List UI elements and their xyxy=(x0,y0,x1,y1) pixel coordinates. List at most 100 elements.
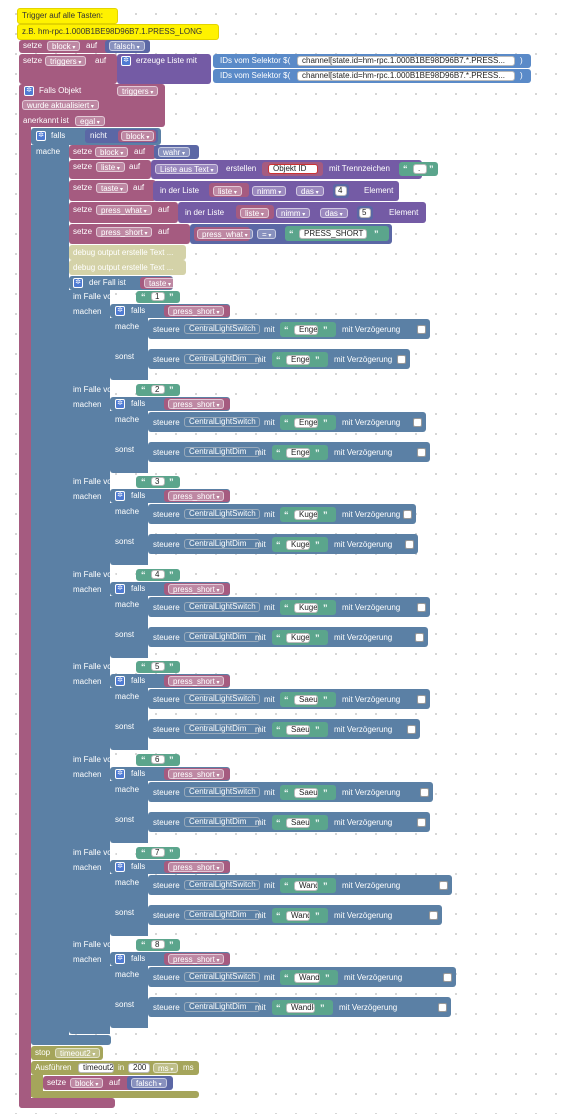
das-dropdown[interactable]: das xyxy=(296,186,324,196)
checkbox-icon[interactable] xyxy=(417,695,426,704)
gear-icon[interactable]: ✲ xyxy=(115,306,125,316)
index-field[interactable]: 4 xyxy=(335,186,347,196)
var-press-short-dropdown[interactable]: press_short xyxy=(168,676,225,686)
device-field[interactable]: CentralLightDim xyxy=(184,447,260,457)
selector-input-1[interactable]: channel[state.id=hm-rpc.1.000B1BE98D96B7… xyxy=(297,56,515,66)
command-text-field[interactable]: Wandleuchte.Up xyxy=(286,911,310,921)
command-text-field[interactable]: Saeule.Up xyxy=(286,725,310,735)
das-dropdown[interactable]: das xyxy=(320,208,348,218)
var-press-what-dropdown[interactable]: press_what xyxy=(96,205,152,215)
gear-icon[interactable]: ✲ xyxy=(24,86,34,96)
command-text-field[interactable]: Saeule.Aus xyxy=(294,788,318,798)
command-text-field[interactable]: Engel.Up xyxy=(286,355,310,365)
command-text-field[interactable]: Kugel.An xyxy=(294,510,318,520)
checkbox-icon[interactable] xyxy=(417,448,426,457)
checkbox-icon[interactable] xyxy=(439,881,448,890)
checkbox-icon[interactable] xyxy=(405,540,414,549)
updated-dropdown[interactable]: wurde aktualisiert xyxy=(22,100,99,110)
var-liste-dropdown[interactable]: liste xyxy=(213,186,242,196)
checkbox-icon[interactable] xyxy=(417,325,426,334)
selector-input-2[interactable]: channel[state.id=hm-rpc.1.000B1BE98D96B7… xyxy=(297,71,515,81)
bool-false-dropdown[interactable]: falsch xyxy=(109,41,145,51)
var-block-dropdown[interactable]: block xyxy=(47,41,81,51)
device-field[interactable]: CentralLightSwitch xyxy=(184,787,260,797)
var-press-short-dropdown[interactable]: press_short xyxy=(168,399,225,409)
index-field[interactable]: 5 xyxy=(359,208,371,218)
case-value-field[interactable]: 4 xyxy=(151,570,165,579)
command-text-field[interactable]: Kugel.Aus xyxy=(294,603,318,613)
checkbox-icon[interactable] xyxy=(403,510,412,519)
take-dropdown[interactable]: nimm xyxy=(252,186,287,196)
device-field[interactable]: CentralLightDim xyxy=(184,1002,260,1012)
device-field[interactable]: CentralLightDim xyxy=(184,817,260,827)
bool-false-dropdown[interactable]: falsch xyxy=(131,1078,167,1088)
checkbox-icon[interactable] xyxy=(443,973,452,982)
case-value-field[interactable]: 5 xyxy=(151,662,165,671)
var-triggers-dropdown[interactable]: triggers xyxy=(117,86,159,96)
comment-block-2[interactable] xyxy=(17,24,219,40)
var-press-short-dropdown[interactable]: press_short xyxy=(168,954,225,964)
take-dropdown[interactable]: nimm xyxy=(276,208,311,218)
device-field[interactable]: CentralLightSwitch xyxy=(184,509,260,519)
var-block-dropdown[interactable]: block xyxy=(70,1078,104,1088)
bool-true-dropdown[interactable]: wahr xyxy=(158,147,191,157)
case-value-field[interactable]: 1 xyxy=(151,292,165,301)
case-value-field[interactable]: 2 xyxy=(151,385,165,394)
var-block-dropdown[interactable]: block xyxy=(95,147,129,157)
var-triggers-dropdown[interactable]: triggers xyxy=(45,56,87,66)
command-text-field[interactable]: Engel.An xyxy=(294,325,318,335)
case-value-field[interactable]: 6 xyxy=(151,755,165,764)
command-text-field[interactable]: Saeule.An xyxy=(294,695,318,705)
device-field[interactable]: CentralLightDim xyxy=(184,632,260,642)
gear-icon[interactable]: ✲ xyxy=(115,584,125,594)
device-field[interactable]: CentralLightSwitch xyxy=(184,880,260,890)
object-id-field[interactable]: Objekt ID xyxy=(268,164,318,174)
device-field[interactable]: CentralLightDim xyxy=(184,539,260,549)
debug-output-block[interactable] xyxy=(69,260,186,275)
command-text-field[interactable]: Kugel.Up xyxy=(286,540,310,550)
gear-icon[interactable]: ✲ xyxy=(115,862,125,872)
operator-dropdown[interactable]: = xyxy=(257,229,277,239)
separator-field[interactable]: . xyxy=(413,164,427,174)
device-field[interactable]: CentralLightDim xyxy=(184,724,260,734)
checkbox-icon[interactable] xyxy=(438,1003,447,1012)
timeout-var-dropdown[interactable]: timeout2 xyxy=(55,1048,101,1058)
var-press-short-dropdown[interactable]: press_short xyxy=(168,862,225,872)
gear-icon[interactable]: ✲ xyxy=(36,131,46,141)
gear-icon[interactable]: ✲ xyxy=(115,769,125,779)
var-liste-dropdown[interactable]: liste xyxy=(96,162,125,172)
gear-icon[interactable]: ✲ xyxy=(115,954,125,964)
case-value-field[interactable]: 3 xyxy=(151,477,165,486)
device-field[interactable]: CentralLightSwitch xyxy=(184,694,260,704)
checkbox-icon[interactable] xyxy=(407,725,416,734)
device-field[interactable]: CentralLightSwitch xyxy=(184,972,260,982)
var-press-short-dropdown[interactable]: press_short xyxy=(168,769,225,779)
ack-dropdown[interactable]: egal xyxy=(75,116,105,126)
command-text-field[interactable]: Wandleuchte.Aus xyxy=(294,973,320,983)
command-text-field[interactable]: Kugel.Down xyxy=(286,633,310,643)
command-text-field[interactable]: Saeule.Down xyxy=(286,818,310,828)
var-press-short-dropdown[interactable]: press_short xyxy=(168,491,225,501)
gear-icon[interactable]: ✲ xyxy=(115,676,125,686)
var-press-short-dropdown[interactable]: press_short xyxy=(96,227,153,237)
press-short-text-field[interactable]: PRESS_SHORT xyxy=(299,229,367,239)
unit-dropdown[interactable]: ms xyxy=(153,1063,179,1073)
command-text-field[interactable]: Engel.Down xyxy=(286,448,310,458)
command-text-field[interactable]: Wandleuchte.An xyxy=(294,881,318,891)
checkbox-icon[interactable] xyxy=(413,418,422,427)
checkbox-icon[interactable] xyxy=(415,633,424,642)
checkbox-icon[interactable] xyxy=(417,818,426,827)
var-press-short-dropdown[interactable]: press_short xyxy=(168,584,225,594)
timeout-name-field[interactable]: timeout2 xyxy=(78,1063,114,1073)
var-taste-dropdown[interactable]: taste xyxy=(96,183,129,193)
comment-block[interactable] xyxy=(17,8,118,24)
device-field[interactable]: CentralLightDim xyxy=(184,354,260,364)
var-liste-dropdown[interactable]: liste xyxy=(240,208,269,218)
gear-icon[interactable]: ✲ xyxy=(73,278,83,288)
case-value-field[interactable]: 7 xyxy=(151,848,165,857)
case-value-field[interactable]: 8 xyxy=(151,940,165,949)
checkbox-icon[interactable] xyxy=(397,355,406,364)
command-text-field[interactable]: Engel.Aus xyxy=(294,418,318,428)
gear-icon[interactable]: ✲ xyxy=(115,491,125,501)
var-press-short-dropdown[interactable]: press_short xyxy=(168,306,225,316)
